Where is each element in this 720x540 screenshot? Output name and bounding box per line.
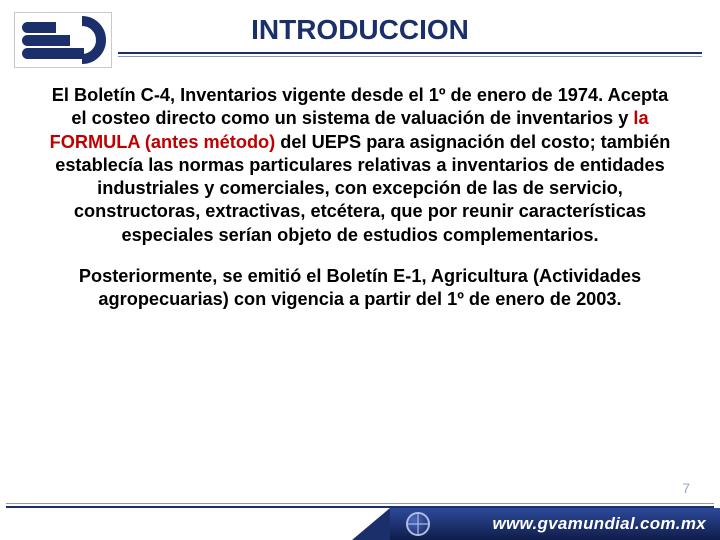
title-underline-thin xyxy=(118,56,702,57)
footer: www.gvamundial.com.mx xyxy=(0,502,720,540)
slide-title: INTRODUCCION xyxy=(0,14,720,46)
header: INTRODUCCION xyxy=(0,0,720,70)
paragraph-1: El Boletín C-4, Inventarios vigente desd… xyxy=(48,84,672,247)
slide-content: El Boletín C-4, Inventarios vigente desd… xyxy=(48,84,672,312)
footer-url: www.gvamundial.com.mx xyxy=(493,514,707,534)
page-number: 7 xyxy=(682,480,690,496)
footer-slant xyxy=(352,508,390,540)
globe-icon xyxy=(406,512,430,536)
footer-line-thin xyxy=(6,503,714,504)
paragraph-2: Posteriormente, se emitió el Boletín E-1… xyxy=(48,265,672,312)
paragraph-1-pre: El Boletín C-4, Inventarios vigente desd… xyxy=(52,85,668,128)
title-underline xyxy=(118,52,702,54)
